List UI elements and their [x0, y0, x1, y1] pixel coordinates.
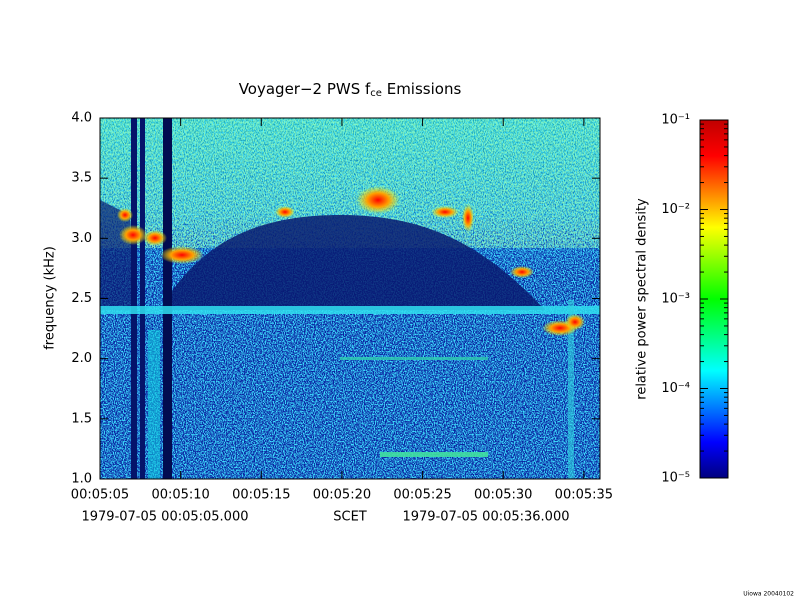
colorbar-tick-label: 10⁻⁵ — [661, 471, 690, 486]
y-tick-label: 1.0 — [71, 472, 92, 487]
colorbar-tick-label: 10⁻³ — [661, 292, 690, 307]
x-tick-label: 00:05:10 — [151, 488, 209, 503]
x-tick-label: 00:05:20 — [313, 488, 371, 503]
x-tick-label: 00:05:35 — [555, 488, 613, 503]
x-axis-label: SCET — [333, 510, 367, 525]
x-tick-label: 00:05:15 — [232, 488, 290, 503]
colorbar-tick-label: 10⁻⁴ — [661, 381, 690, 396]
y-tick-label: 3.0 — [71, 231, 92, 246]
x-range-start: 1979-07-05 00:05:05.000 — [81, 510, 248, 525]
y-tick-label: 3.5 — [71, 171, 92, 186]
x-tick-label: 00:05:30 — [474, 488, 532, 503]
x-range-end: 1979-07-05 00:05:36.000 — [402, 510, 569, 525]
colorbar-tick-label: 10⁻² — [661, 202, 690, 217]
y-tick-label: 2.5 — [71, 291, 92, 306]
footer: Uiowa 20040102 — [743, 591, 794, 598]
y-tick-label: 2.0 — [71, 351, 92, 366]
y-tick-label: 1.5 — [71, 411, 92, 426]
x-tick-label: 00:05:25 — [393, 488, 451, 503]
y-axis-label: frequency (kHz) — [43, 246, 58, 350]
colorbar-label: relative power spectral density — [635, 198, 650, 400]
spectrogram-image — [100, 118, 600, 479]
colorbar-tick-label: 10⁻¹ — [661, 113, 690, 128]
chart-title: Voyager−2 PWS fce Emissions — [239, 80, 462, 100]
x-tick-label: 00:05:05 — [71, 488, 129, 503]
y-tick-label: 4.0 — [71, 111, 92, 126]
